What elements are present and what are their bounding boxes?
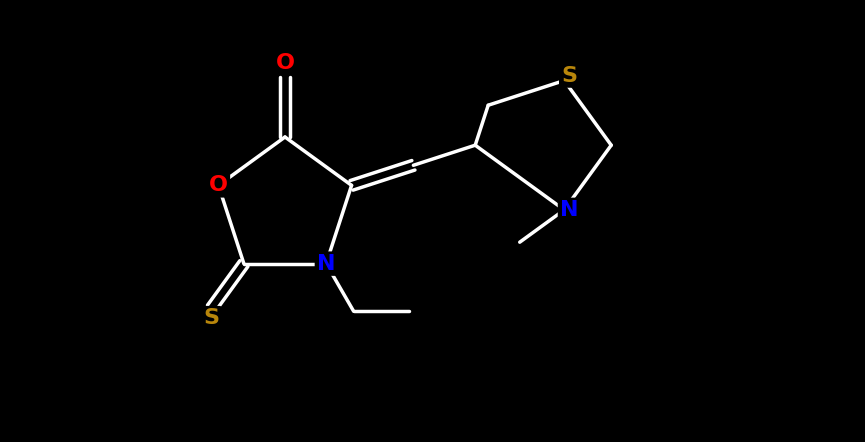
Text: N: N bbox=[317, 254, 336, 274]
Text: O: O bbox=[275, 53, 294, 73]
Text: O: O bbox=[209, 175, 227, 195]
Text: N: N bbox=[560, 200, 579, 220]
Text: S: S bbox=[561, 65, 577, 85]
Text: S: S bbox=[203, 308, 220, 328]
